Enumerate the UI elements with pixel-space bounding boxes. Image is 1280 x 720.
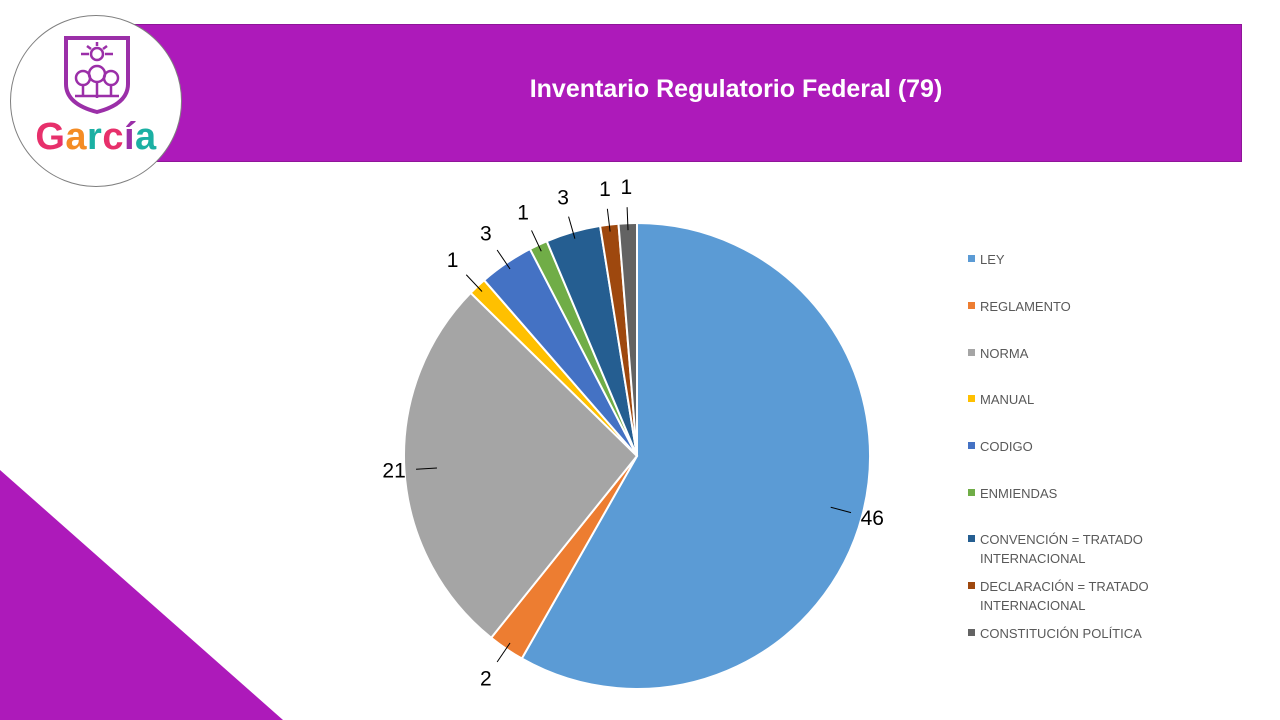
data-label-leader-line: [496, 642, 511, 663]
legend-item: LEY: [968, 250, 1168, 269]
legend-swatch: [968, 489, 975, 496]
legend-item: NORMA: [968, 344, 1168, 363]
legend-item: REGLAMENTO: [968, 297, 1168, 316]
legend-item: MANUAL: [968, 390, 1168, 409]
legend-label: CODIGO: [980, 439, 1033, 454]
data-label-leader-line: [606, 208, 611, 232]
legend-label: MANUAL: [980, 392, 1035, 407]
legend-swatch: [968, 395, 975, 402]
data-label: 21: [382, 460, 405, 483]
logo-wordmark: García: [35, 116, 157, 158]
legend-swatch: [968, 535, 975, 542]
legend-swatch: [968, 349, 975, 356]
legend-item: DECLARACIÓN = TRATADO INTERNACIONAL: [968, 577, 1168, 615]
legend-swatch: [968, 629, 975, 636]
legend-label: ENMIENDAS: [980, 486, 1058, 501]
legend-swatch: [968, 442, 975, 449]
legend-label: NORMA: [980, 346, 1029, 361]
data-label: 2: [480, 668, 492, 691]
data-label: 1: [599, 178, 611, 201]
legend-label: CONSTITUCIÓN POLÍTICA: [980, 626, 1142, 641]
data-label-leader-line: [496, 249, 511, 270]
page-title: Inventario Regulatorio Federal (79): [529, 74, 943, 103]
data-label: 1: [517, 201, 529, 224]
decorative-corner-triangle: [0, 470, 283, 720]
legend-label: REGLAMENTO: [980, 299, 1071, 314]
shield-icon: [64, 36, 130, 115]
data-label: 1: [620, 176, 632, 199]
data-label: 1: [447, 249, 459, 272]
data-label: 3: [480, 222, 492, 245]
legend-item: CODIGO: [968, 437, 1168, 456]
data-label-leader-line: [416, 467, 438, 470]
legend-swatch: [968, 255, 975, 262]
data-label-leader-line: [568, 216, 576, 239]
legend-swatch: [968, 582, 975, 589]
data-label-leader-line: [830, 506, 852, 514]
legend-label: LEY: [980, 252, 1005, 267]
data-label-leader-line: [531, 230, 542, 252]
data-label: 3: [557, 186, 569, 209]
data-label-leader-line: [465, 274, 483, 292]
data-label-leader-line: [626, 207, 629, 231]
pie-slice-norma: [403, 291, 639, 640]
pie-slice-ley: [520, 221, 871, 690]
legend-item: CONVENCIÓN = TRATADO INTERNACIONAL: [968, 530, 1168, 568]
legend-item: ENMIENDAS: [968, 484, 1168, 503]
legend-label: DECLARACIÓN = TRATADO INTERNACIONAL: [980, 579, 1149, 613]
logo: García: [10, 15, 182, 187]
data-label: 46: [861, 507, 884, 530]
title-banner: Inventario Regulatorio Federal (79): [120, 24, 1242, 162]
legend-item: CONSTITUCIÓN POLÍTICA: [968, 624, 1168, 643]
legend-swatch: [968, 302, 975, 309]
legend-label: CONVENCIÓN = TRATADO INTERNACIONAL: [980, 532, 1143, 566]
